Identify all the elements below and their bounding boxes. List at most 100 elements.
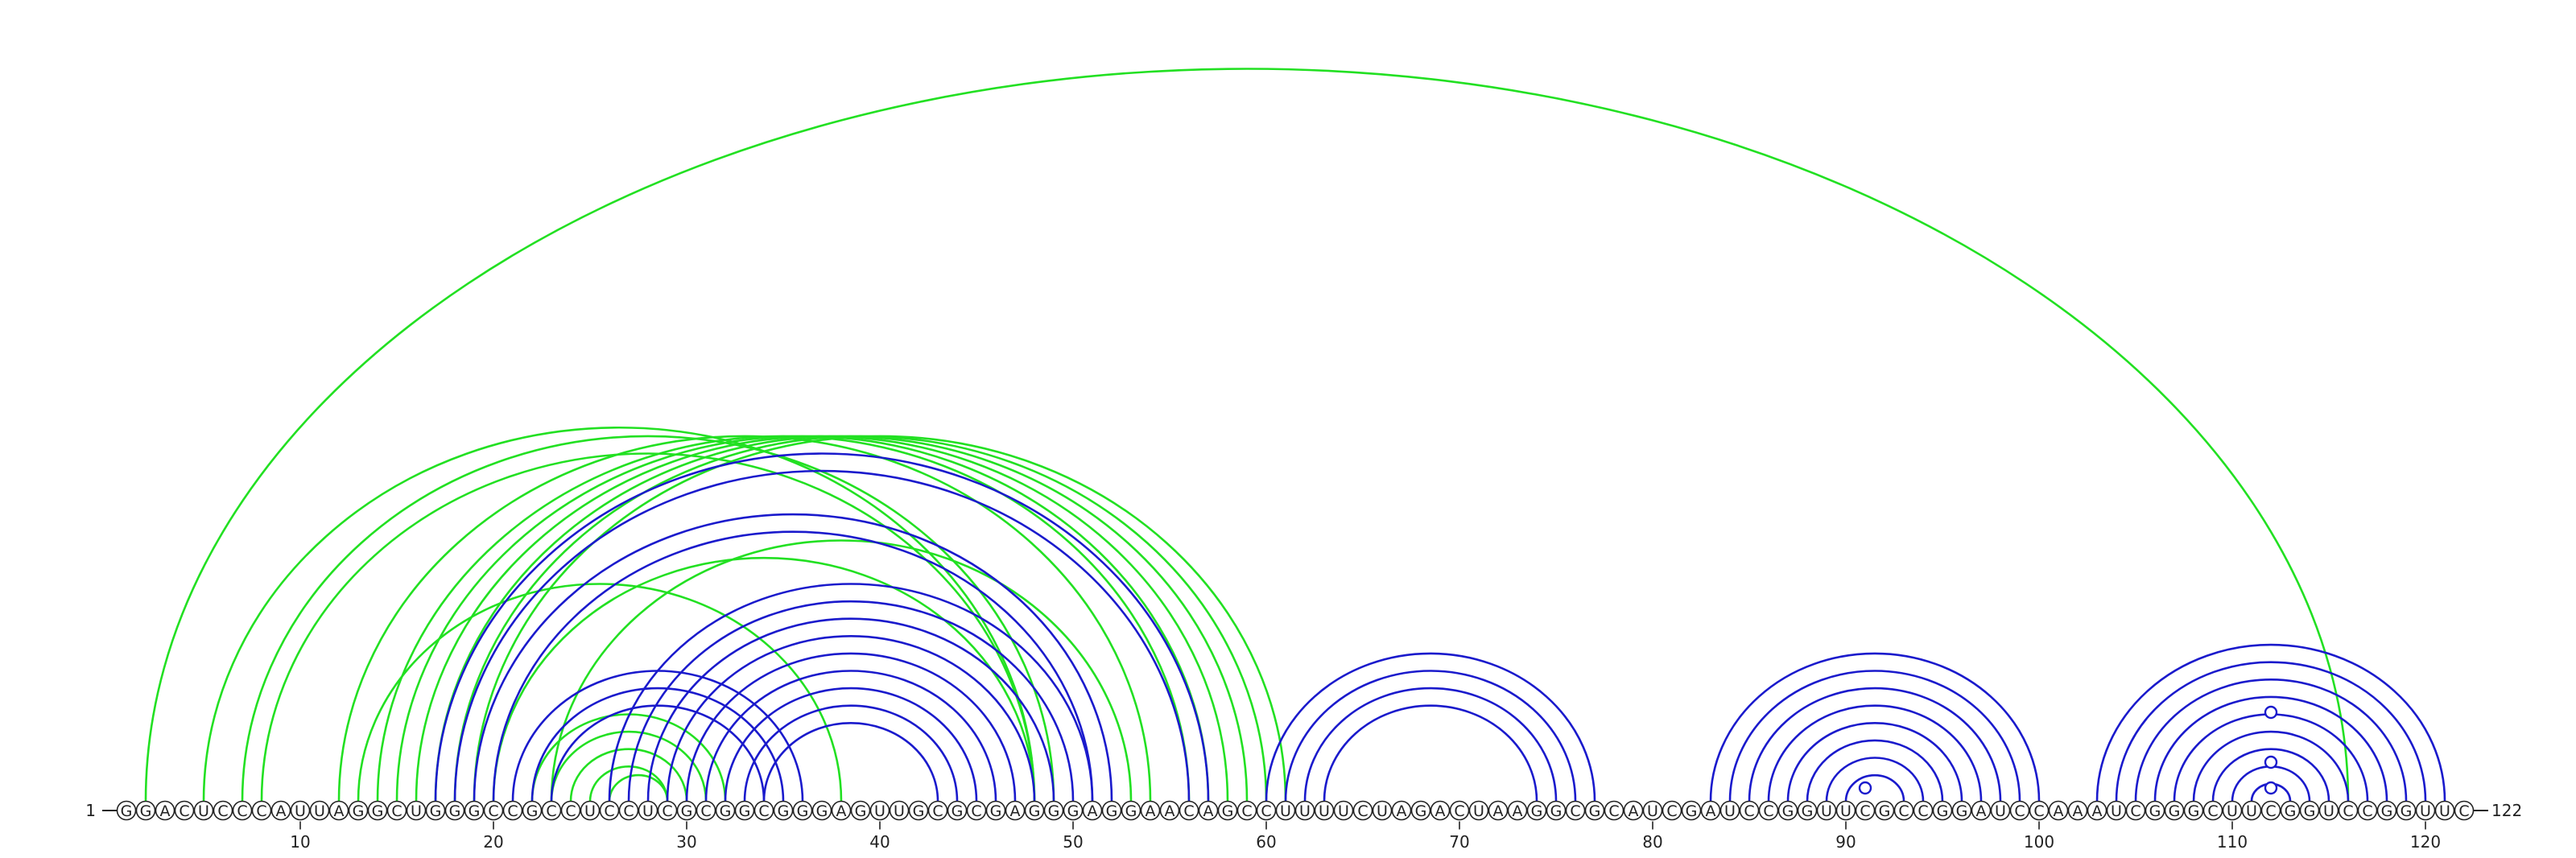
blue-arc-85-98: [1748, 687, 2002, 802]
base-letter: G: [449, 802, 461, 820]
base-letter: G: [778, 802, 790, 820]
base-47: A: [1005, 800, 1026, 821]
base-letter: C: [1570, 802, 1580, 820]
blue-arc-22-35: [530, 687, 785, 802]
base-circle: [2241, 800, 2262, 821]
base-letter: C: [2033, 802, 2044, 820]
base-93: C: [1893, 800, 1914, 821]
base-88: G: [1797, 800, 1818, 821]
base-letter: A: [1435, 802, 1446, 820]
base-92: G: [1874, 800, 1895, 821]
base-circle: [1662, 800, 1682, 821]
base-letter: G: [526, 802, 539, 820]
base-14: G: [367, 800, 388, 821]
base-letter: U: [295, 802, 306, 820]
base-letter: C: [2362, 802, 2372, 820]
base-letter: U: [1377, 802, 1388, 820]
base-circle: [2202, 800, 2223, 821]
base-87: G: [1777, 800, 1798, 821]
base-letter: C: [2130, 802, 2140, 820]
base-circle: [676, 800, 697, 821]
blue-arc-17-57: [434, 452, 1210, 802]
base-35: G: [773, 800, 794, 821]
base-circle: [1507, 800, 1528, 821]
base-33: G: [734, 800, 755, 821]
base-letter: G: [2401, 802, 2413, 820]
base-circle: [2260, 800, 2281, 821]
base-65: C: [1352, 800, 1373, 821]
sequence-start-label: 1: [85, 801, 96, 820]
base-circle: [1140, 800, 1161, 821]
base-letter: A: [1203, 802, 1214, 820]
base-letter: G: [990, 802, 1002, 820]
base-circle: [367, 800, 388, 821]
base-74: G: [1526, 800, 1547, 821]
base-52: G: [1101, 800, 1122, 821]
base-circle: [309, 800, 330, 821]
base-78: C: [1604, 800, 1624, 821]
base-letter: A: [836, 802, 847, 820]
base-circle: [1642, 800, 1663, 821]
tick-label: 90: [1835, 832, 1856, 852]
blue-arc-109-115: [2211, 748, 2330, 802]
blue-arc-19-52: [473, 513, 1113, 802]
blue-arc-105-119: [2134, 679, 2408, 802]
green-arc-23-53: [550, 539, 1133, 802]
base-56: C: [1179, 800, 1199, 821]
base-letter: A: [2092, 802, 2103, 820]
base-circle: [1874, 800, 1895, 821]
base-circle: [1043, 800, 1064, 821]
base-120: U: [2415, 800, 2436, 821]
blue-arc-30-47: [685, 652, 1017, 802]
base-letter: G: [469, 802, 481, 820]
tick-label: 60: [1256, 832, 1276, 852]
base-letter: U: [1840, 802, 1852, 820]
base-letter: A: [1629, 802, 1639, 820]
base-102: A: [2067, 800, 2088, 821]
base-circle: [2087, 800, 2107, 821]
base-circle: [1179, 800, 1199, 821]
base-letter: C: [971, 802, 981, 820]
base-39: G: [850, 800, 871, 821]
base-circle: [1391, 800, 1412, 821]
base-circle: [2318, 800, 2339, 821]
base-circle: [889, 800, 910, 821]
green-arc-24-30: [569, 748, 688, 802]
base-letter: A: [160, 802, 171, 820]
green-arc-23-31: [550, 730, 708, 802]
base-105: C: [2125, 800, 2146, 821]
base-letter: G: [855, 802, 867, 820]
base-letter: U: [2246, 802, 2257, 820]
base-8: C: [251, 800, 272, 821]
base-circle: [1082, 800, 1103, 821]
base-2: G: [135, 800, 156, 821]
blue-arc-108-116: [2192, 730, 2350, 802]
base-118: G: [2376, 800, 2397, 821]
base-107: G: [2164, 800, 2185, 821]
base-letter: A: [1146, 802, 1156, 820]
base-letter: G: [1125, 802, 1137, 820]
blue-arc-31-46: [704, 670, 997, 802]
base-letter: C: [1357, 802, 1368, 820]
base-circle: [232, 800, 253, 821]
base-34: C: [753, 800, 774, 821]
base-letter: G: [1937, 802, 1949, 820]
base-98: U: [1990, 800, 2011, 821]
base-letter: U: [2111, 802, 2122, 820]
base-67: A: [1391, 800, 1412, 821]
base-letter: C: [2458, 802, 2469, 820]
base-117: C: [2357, 800, 2378, 821]
base-circle: [425, 800, 446, 821]
base-5: U: [193, 800, 214, 821]
base-circle: [580, 800, 601, 821]
base-letter: G: [2304, 802, 2316, 820]
base-circle: [464, 800, 485, 821]
base-circle: [406, 800, 427, 821]
base-66: U: [1372, 800, 1393, 821]
tick-label: 50: [1063, 832, 1083, 852]
base-letter: C: [700, 802, 711, 820]
base-letter: A: [2054, 802, 2064, 820]
base-letter: G: [797, 802, 809, 820]
